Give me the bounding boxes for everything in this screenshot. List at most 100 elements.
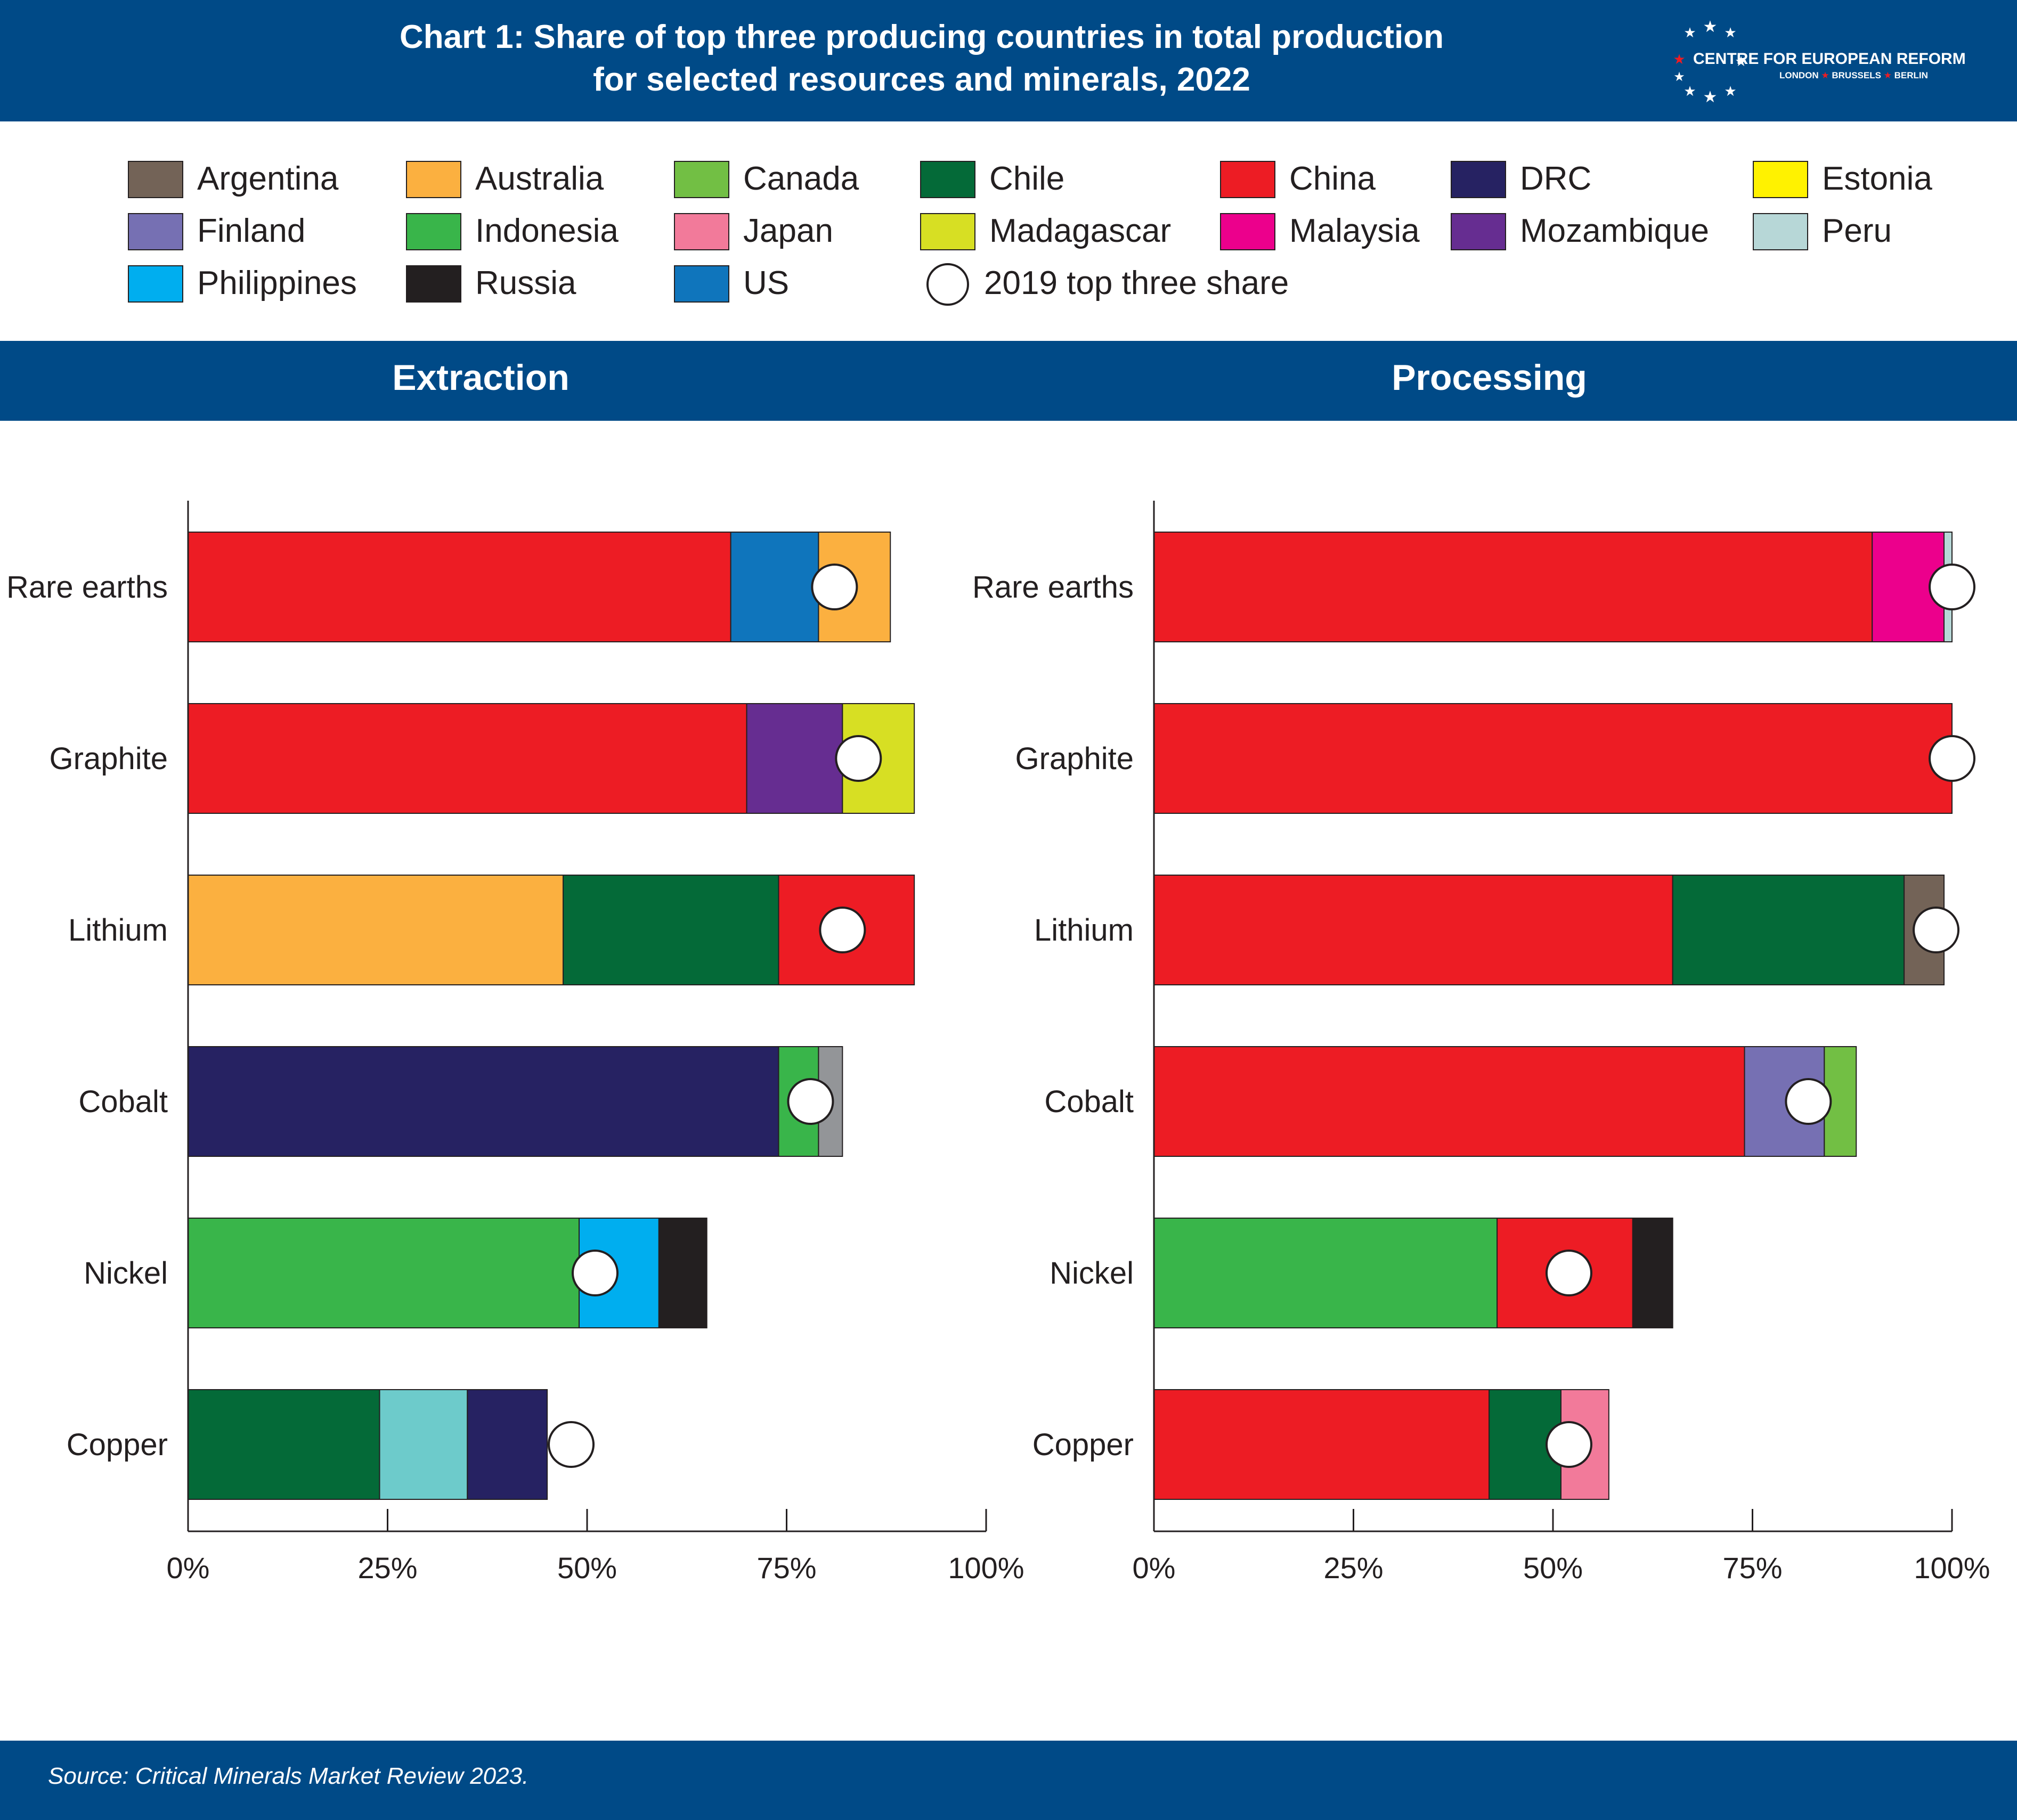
marker-2019-processing-lithium [1913,907,1960,953]
legend-label: Russia [475,265,576,301]
marker-2019-extraction-copper [548,1421,595,1468]
cer-logo: ★ ★ ★ ★ ★ ★ ★ ★ ★ CENTRE FOR EUROPEAN RE… [1668,17,1966,105]
legend-label: Madagascar [989,213,1172,249]
bar-segment-extraction-cobalt-drc [188,1046,779,1157]
source-note: Source: Critical Minerals Market Review … [48,1763,529,1789]
category-label: Nickel [1050,1256,1134,1291]
bar-segment-extraction-nickel-russia [658,1218,707,1328]
marker-2019-processing-graphite [1929,735,1975,782]
legend-label: Japan [743,213,833,249]
bar-segment-extraction-graphite-mozambique [746,703,843,814]
x-tick-label: 25% [357,1551,417,1585]
legend-label: Indonesia [475,213,619,249]
x-tick-label: 75% [757,1551,816,1585]
svg-text:★: ★ [1673,70,1685,84]
svg-text:★: ★ [1683,25,1696,40]
legend-swatch [1451,213,1506,250]
x-tick-label: 25% [1323,1551,1383,1585]
svg-text:★: ★ [1683,83,1696,99]
footer-bar [0,1741,2017,1820]
legend-swatch [674,265,729,303]
marker-2019-processing-nickel [1545,1250,1592,1296]
bar-segment-extraction-copper-peru [379,1389,468,1500]
category-label: Cobalt [78,1084,168,1119]
x-tick-label: 100% [948,1551,1024,1585]
legend-swatch [406,213,461,250]
bar-segment-extraction-lithium-australia [188,875,564,985]
logo-city-berlin: BERLIN [1894,70,1928,80]
category-label: Cobalt [1044,1084,1134,1119]
logo-city-london: LONDON [1779,70,1819,80]
bar-segment-processing-copper-chile [1489,1389,1561,1500]
legend-swatch [1753,161,1808,198]
marker-2019-processing-rare-earths [1929,564,1975,610]
bar-segment-extraction-rare-earths-australia [818,532,891,642]
legend: Argentina Australia Canada Chile China D… [0,144,2017,320]
category-label: Lithium [1034,913,1134,948]
svg-text:★: ★ [1735,53,1747,69]
marker-2019-extraction-graphite [835,735,882,782]
category-label: Nickel [84,1256,168,1291]
category-label: Graphite [1015,741,1134,776]
legend-label: Peru [1822,213,1892,249]
legend-label: Australia [475,160,604,197]
legend-swatch [128,265,183,303]
star-icon: ★ [1883,70,1894,80]
chart-title: Chart 1: Share of top three producing co… [256,16,1588,101]
legend-swatch [406,161,461,198]
bar-segment-extraction-copper-chile [188,1389,380,1500]
bar-segment-extraction-lithium-china [778,875,915,985]
legend-swatch [128,161,183,198]
x-tick-label: 50% [557,1551,617,1585]
legend-swatch [406,265,461,303]
legend-swatch [128,213,183,250]
x-tick-label: 0% [167,1551,210,1585]
svg-text:★: ★ [1703,88,1718,105]
chart-title-line-2: for selected resources and minerals, 202… [593,61,1250,98]
marker-2019-extraction-rare-earths [811,564,858,610]
category-label: Rare earths [6,570,168,605]
legend-swatch [1220,161,1275,198]
bar-segment-processing-copper-china [1153,1389,1490,1500]
panel-header-bar [0,341,2017,421]
legend-label: Chile [989,160,1065,197]
legend-label: Argentina [197,160,339,197]
marker-2019-extraction-lithium [819,907,866,953]
bar-segment-extraction-rare-earths-china [188,532,731,642]
chart-title-line-1: Chart 1: Share of top three producing co… [400,19,1444,55]
marker-2019-extraction-cobalt [787,1078,834,1125]
legend-label: Finland [197,213,306,249]
legend-label: China [1289,160,1376,197]
category-label: Copper [1032,1427,1134,1462]
marker-2019-processing-cobalt [1785,1078,1832,1125]
legend-swatch [1753,213,1808,250]
svg-text:★: ★ [1673,51,1685,67]
legend-label: DRC [1520,160,1592,197]
bar-segment-processing-rare-earths-malaysia [1872,532,1945,642]
bar-segment-extraction-cobalt-other [818,1046,843,1157]
bar-segment-processing-nickel-indonesia [1153,1218,1498,1328]
legend-swatch [674,161,729,198]
legend-swatch [674,213,729,250]
bar-segment-extraction-nickel-indonesia [188,1218,580,1328]
bar-segment-processing-lithium-argentina [1904,875,1945,985]
logo-wordmark: CENTRE FOR EUROPEAN REFORM [1693,50,1966,68]
legend-swatch [920,213,975,250]
panel-title-processing: Processing [1392,357,1587,398]
bar-segment-processing-nickel-china [1497,1218,1633,1328]
bar-segment-processing-lithium-china [1153,875,1673,985]
legend-label: Philippines [197,265,357,301]
bar-segment-processing-nickel-russia [1632,1218,1673,1328]
bar-segment-extraction-cobalt-indonesia [778,1046,819,1157]
circle-marker-icon [926,263,969,306]
logo-city-brussels: BRUSSELS [1832,70,1881,80]
bar-segment-extraction-lithium-chile [563,875,779,985]
svg-text:★: ★ [1724,83,1736,99]
category-label: Graphite [50,741,168,776]
svg-text:★: ★ [1724,25,1736,40]
bar-segment-processing-copper-japan [1560,1389,1609,1500]
x-tick-label: 75% [1722,1551,1782,1585]
legend-swatch [1220,213,1275,250]
bar-segment-processing-cobalt-canada [1824,1046,1857,1157]
legend-label: 2019 top three share [984,265,1289,301]
